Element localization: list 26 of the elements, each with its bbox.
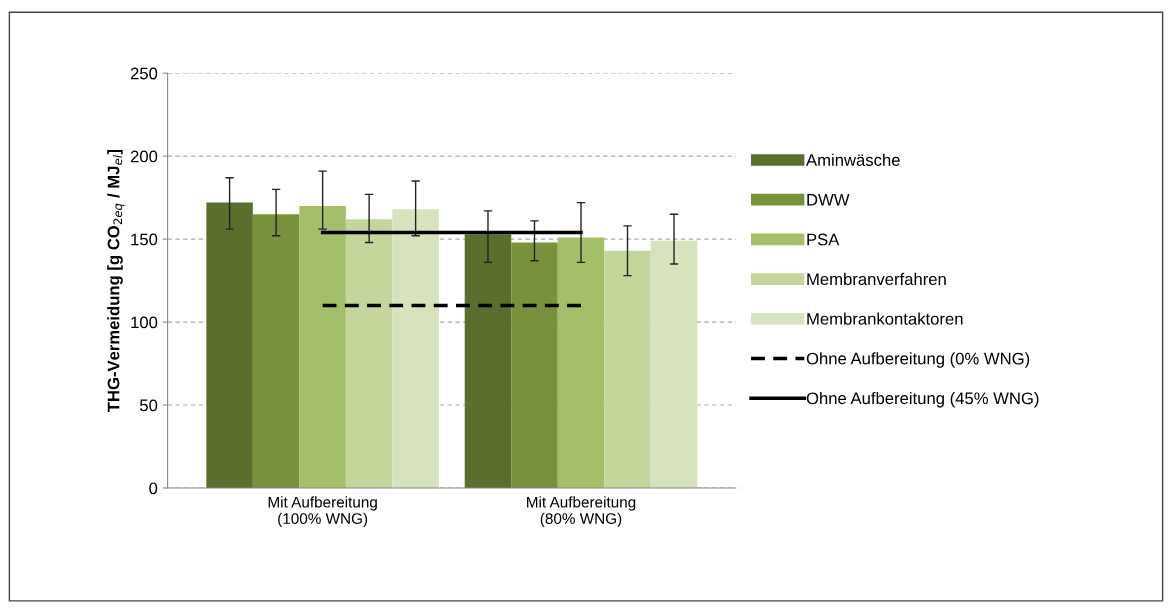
bar bbox=[650, 240, 698, 488]
x-tick-label: Mit Aufbereitung (100% WNG) bbox=[268, 496, 377, 528]
y-tick-label: 100 bbox=[131, 316, 158, 329]
y-tick-label: 50 bbox=[140, 399, 158, 412]
legend-label: Aminwäsche bbox=[806, 153, 900, 166]
y-tick-label: 200 bbox=[130, 150, 158, 163]
bar bbox=[206, 202, 253, 488]
bar bbox=[252, 214, 300, 488]
y-tick-label: 150 bbox=[131, 233, 158, 246]
legend-label: Ohne Aufbereitung (0% WNG) bbox=[806, 352, 1030, 368]
bar bbox=[392, 209, 439, 488]
bar bbox=[604, 250, 651, 488]
bar bbox=[557, 237, 605, 488]
y-axis-title: THG-Vermeidung [g CO$_{2eq}$ / MJ$_{el}$] bbox=[107, 149, 125, 413]
y-tick-label: 0 bbox=[149, 482, 158, 495]
legend-label: Ohne Aufbereitung (45% WNG) bbox=[806, 391, 1039, 408]
bar bbox=[511, 242, 558, 488]
x-tick-label: Mit Aufbereitung (80% WNG) bbox=[527, 496, 636, 528]
y-tick-label: 250 bbox=[130, 67, 158, 80]
bar bbox=[345, 219, 393, 488]
bar bbox=[299, 205, 346, 488]
legend-label: PSA bbox=[807, 233, 840, 246]
legend-label: Membrankontaktoren bbox=[807, 312, 963, 325]
bar bbox=[464, 234, 512, 488]
legend-label: Membranverfahren bbox=[807, 272, 946, 286]
legend-label: DWW bbox=[807, 194, 850, 206]
